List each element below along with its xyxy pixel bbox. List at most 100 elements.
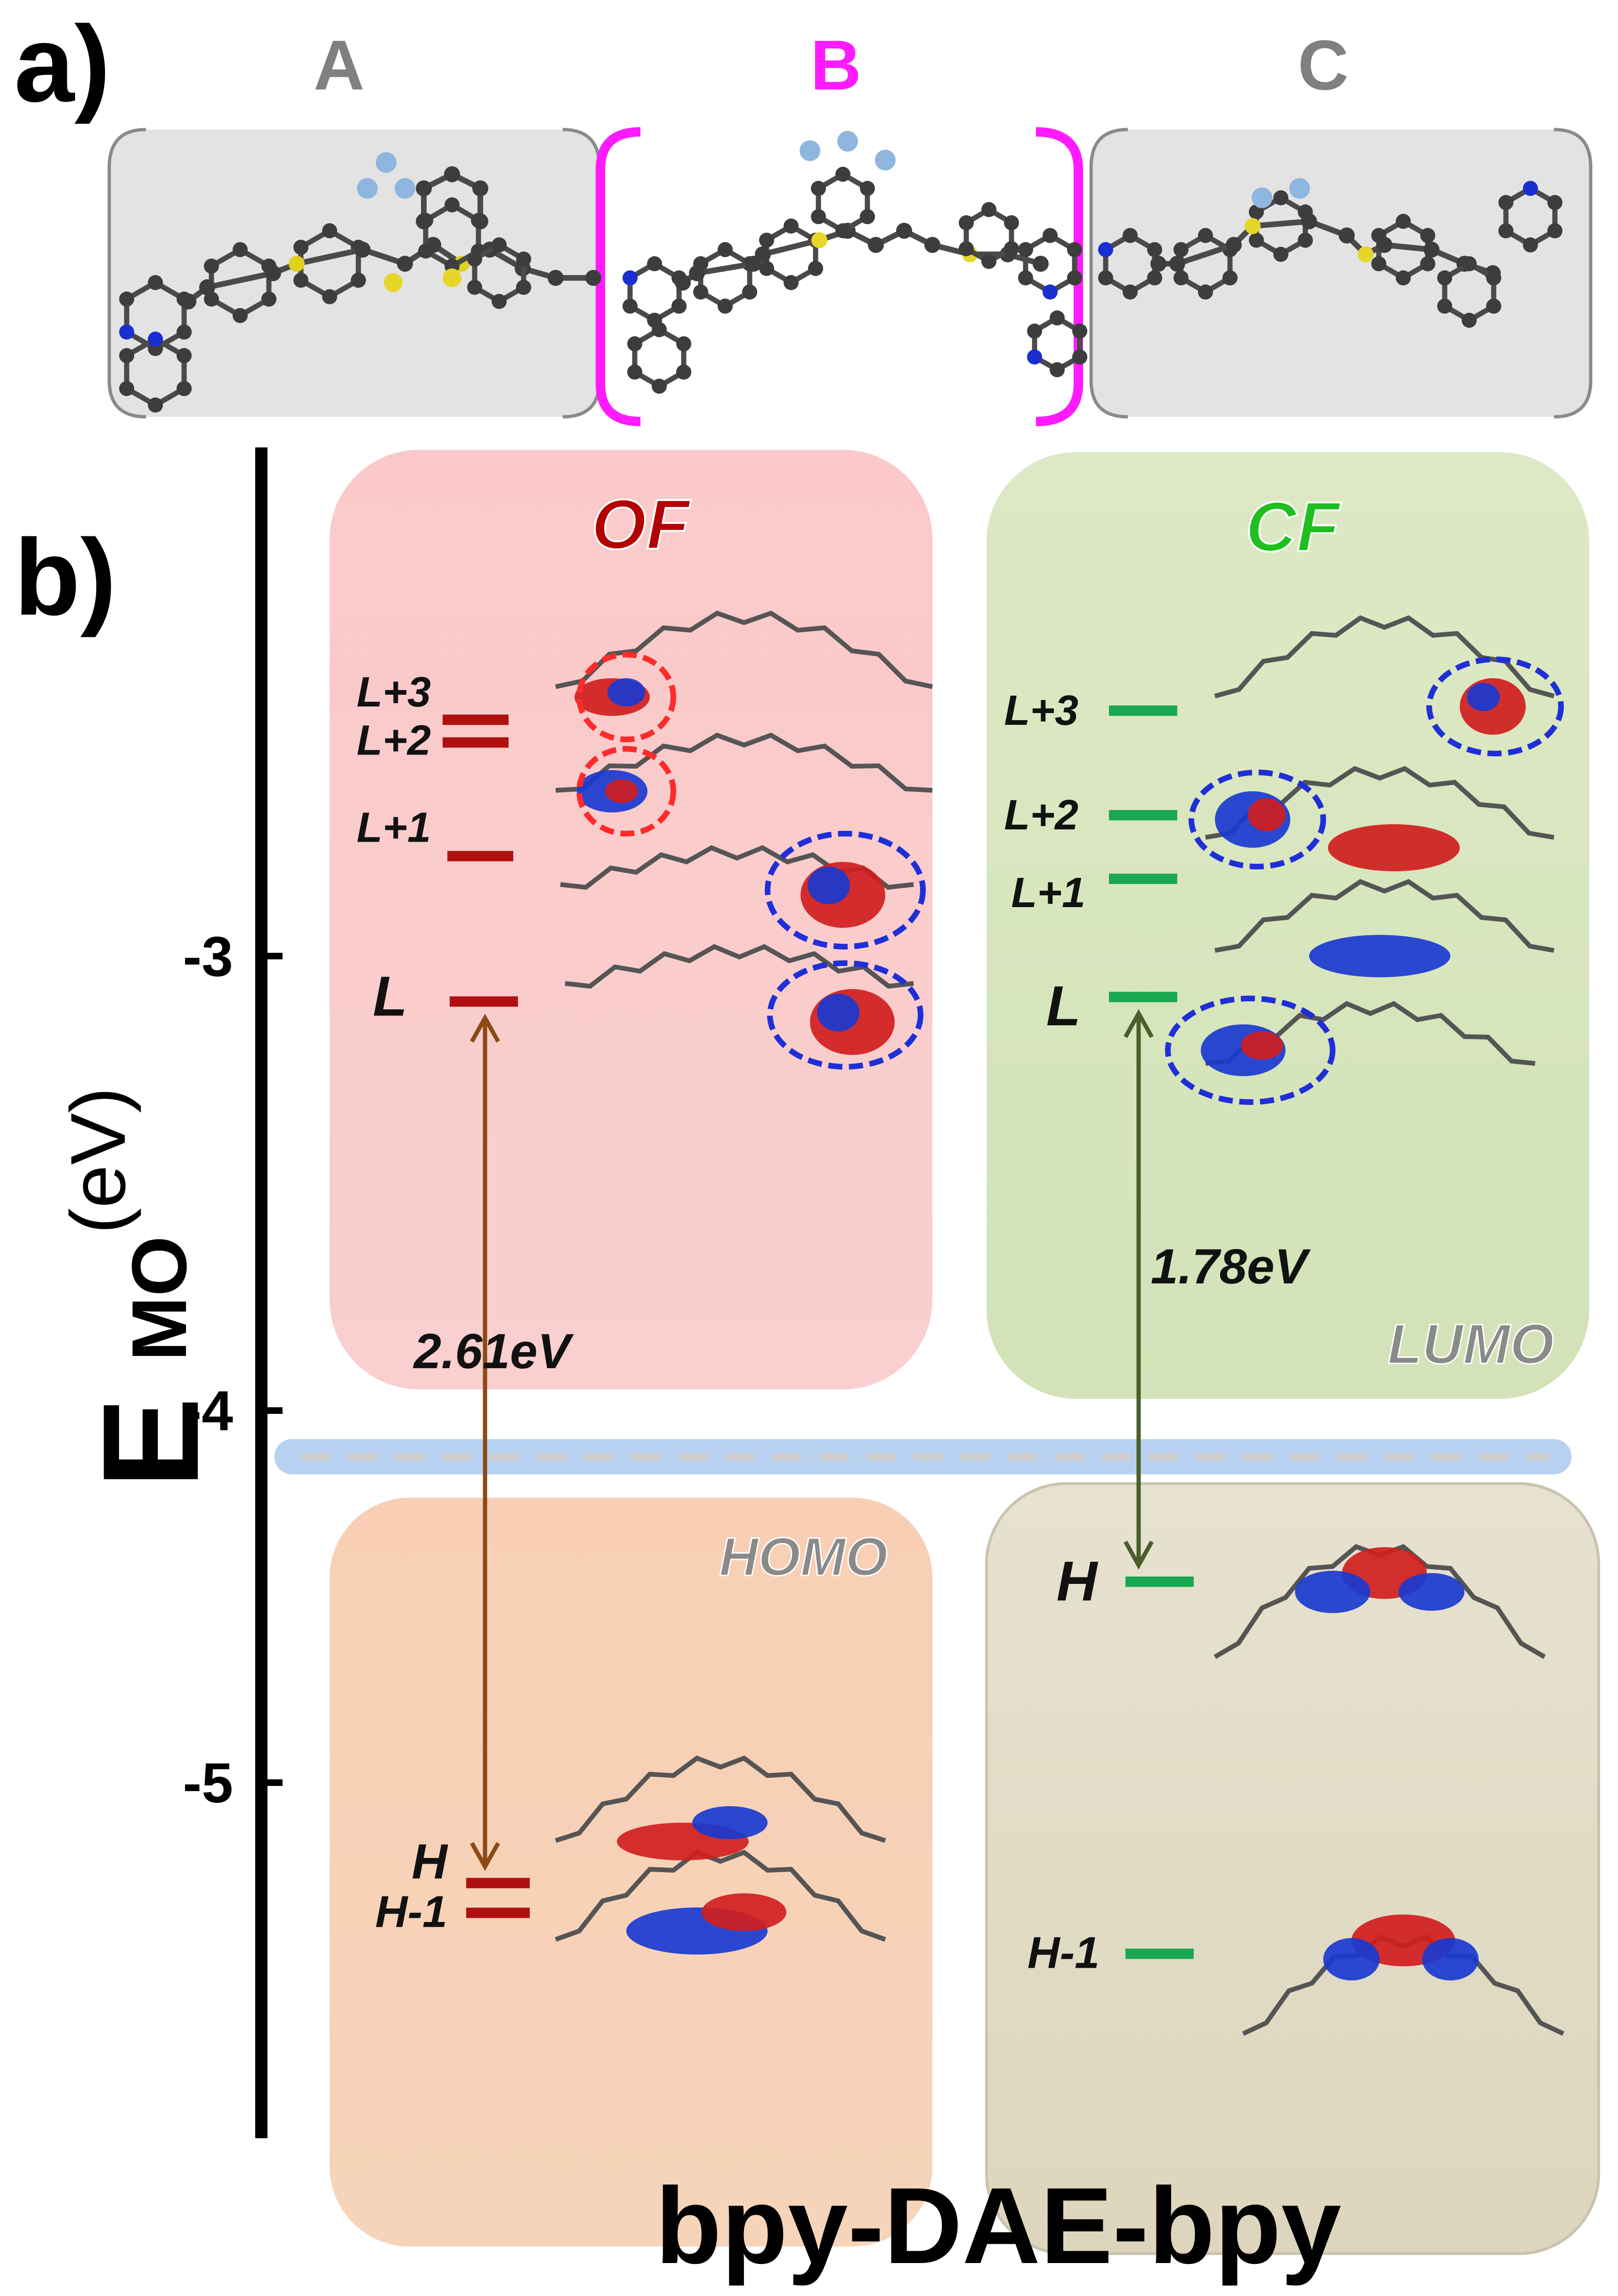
atom bbox=[204, 259, 219, 274]
atom bbox=[1486, 299, 1501, 314]
level-label-cf-l+1: L+1 bbox=[1011, 869, 1085, 917]
fluorine-atom bbox=[875, 150, 896, 170]
orbital-lobe bbox=[1309, 935, 1450, 977]
orbital-lobe bbox=[808, 867, 850, 904]
y-axis-ticks: -3 -4 -5 bbox=[183, 925, 283, 1815]
atom bbox=[627, 365, 642, 380]
localization-circle bbox=[576, 652, 676, 742]
segment-a-bracket-left bbox=[107, 128, 146, 419]
atom bbox=[742, 284, 757, 300]
bond-chain bbox=[1032, 315, 1083, 373]
atom bbox=[676, 365, 691, 380]
gap-arrows: 2.61eV 1.78eV bbox=[413, 1009, 1311, 1871]
sulfur-atom bbox=[384, 273, 403, 292]
atom bbox=[784, 219, 799, 234]
localization-circle bbox=[1426, 657, 1564, 756]
localization-circle bbox=[767, 960, 923, 1070]
atom bbox=[1396, 214, 1411, 229]
fluorine-atom bbox=[837, 131, 858, 152]
fluorine-atom bbox=[376, 152, 396, 173]
segment-c-bracket-right bbox=[1553, 128, 1593, 419]
atom bbox=[1173, 242, 1189, 257]
atom bbox=[623, 299, 638, 314]
atom bbox=[148, 275, 163, 290]
atom bbox=[1072, 349, 1087, 365]
atom bbox=[1043, 228, 1058, 243]
atom bbox=[759, 233, 774, 248]
orbital-lobe bbox=[607, 678, 645, 706]
atom bbox=[1301, 213, 1317, 229]
atom bbox=[445, 197, 460, 212]
atom bbox=[293, 240, 308, 255]
segment-label-a: A bbox=[314, 25, 364, 105]
atom bbox=[808, 261, 823, 276]
level-label-cf-h: H bbox=[1056, 1550, 1098, 1613]
orbital-skeleton bbox=[555, 610, 933, 689]
of-homo-panel bbox=[330, 1498, 932, 2247]
atom bbox=[585, 270, 601, 286]
level-label-of-l: L bbox=[373, 965, 407, 1028]
atom bbox=[261, 292, 276, 307]
segment-a-box bbox=[108, 130, 600, 417]
atom bbox=[693, 284, 708, 300]
atom bbox=[755, 246, 771, 262]
atom bbox=[1371, 256, 1386, 271]
atom bbox=[1498, 195, 1513, 210]
atom bbox=[1067, 270, 1082, 285]
atom bbox=[293, 273, 308, 288]
atom bbox=[1437, 270, 1452, 285]
fluorine-atom bbox=[1289, 178, 1310, 199]
cf-homo-panel bbox=[985, 1482, 1600, 2255]
atom bbox=[1072, 324, 1087, 339]
orbital-lobe bbox=[1467, 683, 1500, 711]
atom bbox=[1498, 223, 1513, 238]
orbital-lobe bbox=[1241, 1031, 1283, 1060]
atom bbox=[416, 180, 432, 196]
atom bbox=[1169, 256, 1185, 272]
atom bbox=[896, 223, 912, 239]
gap-arrowhead-bottom-of bbox=[470, 1842, 500, 1871]
atom bbox=[652, 322, 667, 337]
atom bbox=[1098, 270, 1113, 285]
atom bbox=[1376, 237, 1392, 253]
atom bbox=[1462, 256, 1477, 271]
atom bbox=[397, 256, 413, 272]
atom bbox=[860, 181, 875, 196]
atom bbox=[1273, 247, 1288, 262]
orbital-skeleton bbox=[555, 732, 933, 793]
atom bbox=[1462, 313, 1477, 328]
atom bbox=[444, 166, 460, 182]
atom bbox=[492, 237, 507, 252]
localization-circle bbox=[765, 831, 926, 949]
atom bbox=[1067, 242, 1082, 257]
y-axis-label-sub: MO bbox=[116, 1236, 202, 1361]
fluorine-atom bbox=[357, 178, 378, 199]
atom bbox=[1547, 223, 1562, 238]
level-label-cf-l: L bbox=[1046, 974, 1081, 1038]
atom bbox=[959, 215, 974, 230]
segment-c-box bbox=[1090, 130, 1592, 417]
bond-chain bbox=[816, 171, 870, 234]
homo-label: HOMO bbox=[719, 1527, 888, 1587]
atom bbox=[516, 280, 531, 295]
gap-label-of: 2.61eV bbox=[413, 1324, 574, 1379]
fluorine-atom bbox=[800, 140, 820, 161]
atom bbox=[1050, 362, 1065, 377]
atom bbox=[1249, 204, 1264, 219]
atom bbox=[119, 325, 134, 340]
molecule-ball-stick-structure bbox=[119, 131, 1562, 413]
atom bbox=[416, 213, 432, 229]
atom bbox=[472, 180, 488, 196]
orbital-lobe bbox=[692, 1806, 768, 1839]
atom bbox=[718, 242, 733, 257]
atom bbox=[1523, 181, 1538, 196]
bond-chain bbox=[698, 247, 752, 309]
atom bbox=[868, 237, 884, 253]
atom bbox=[1249, 233, 1264, 248]
level-label-cf-l+3: L+3 bbox=[1004, 687, 1078, 734]
atom bbox=[1033, 256, 1049, 272]
y-axis-label-unit: (eV) bbox=[55, 1087, 141, 1234]
level-label-of-h-1: H-1 bbox=[375, 1887, 447, 1937]
atom bbox=[759, 261, 774, 276]
